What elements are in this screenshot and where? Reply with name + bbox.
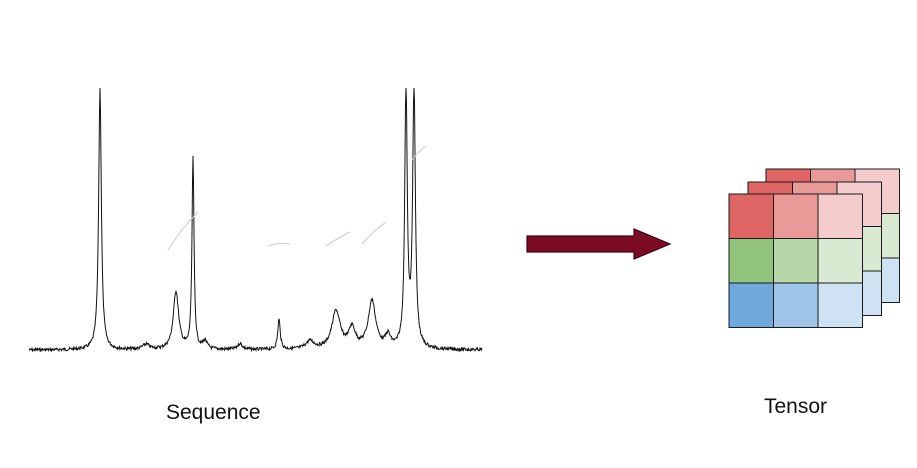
faint-trace xyxy=(267,242,291,247)
tensor-cell xyxy=(728,238,774,284)
faint-trace xyxy=(167,211,199,251)
tensor-label: Tensor xyxy=(764,395,828,418)
tensor-cell xyxy=(817,238,863,284)
spectrum-sequence-icon xyxy=(28,87,483,353)
tensor-cell xyxy=(817,193,863,239)
tensor-layer xyxy=(728,193,863,328)
tensor-cell xyxy=(773,238,819,284)
tensor-cell xyxy=(728,282,774,328)
arrow-shape xyxy=(526,228,672,260)
sequence-label: Sequence xyxy=(166,401,261,424)
faint-trace xyxy=(411,145,427,161)
tensor-stack-icon xyxy=(728,168,900,328)
right-arrow-icon xyxy=(526,228,672,260)
faint-trace xyxy=(361,221,387,245)
tensor-cell xyxy=(817,282,863,328)
tensor-cell xyxy=(728,193,774,239)
faint-trace xyxy=(325,231,351,247)
tensor-cell xyxy=(773,282,819,328)
tensor-cell xyxy=(773,193,819,239)
spectrum-trace xyxy=(28,87,483,353)
